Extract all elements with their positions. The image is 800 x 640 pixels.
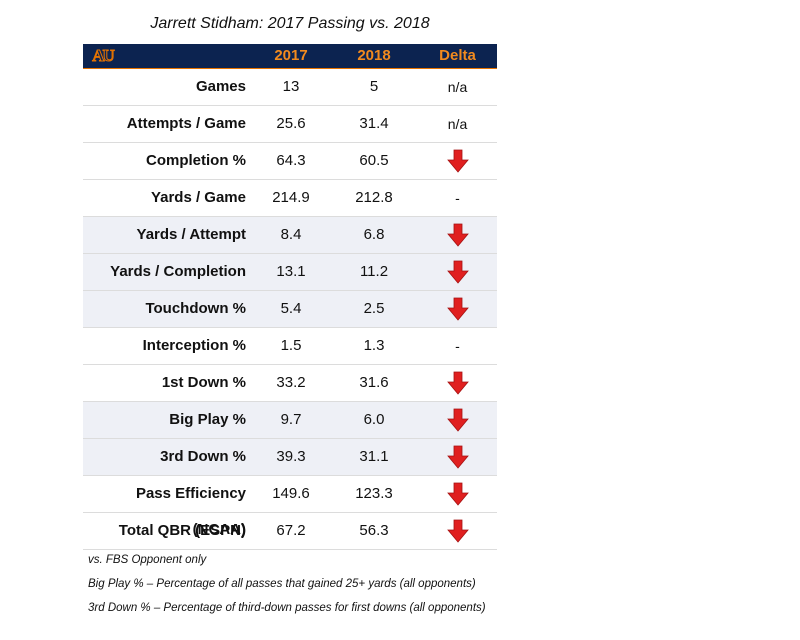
row-label: Yards / Game: [150, 189, 246, 206]
value-2018: 2.5: [363, 300, 385, 317]
value-2017: 9.7: [280, 411, 302, 428]
table-row: 1st Down % 33.2 31.6: [83, 365, 497, 402]
header-2018: 2018: [357, 47, 391, 64]
row-label: Touchdown %: [145, 300, 246, 317]
value-2017: 1.5: [280, 337, 302, 354]
stats-table: AU 2017 2018 Delta Games 13 5 n/a Attempts /…: [83, 44, 497, 550]
table-row: Yards / Completion 13.1 11.2: [83, 254, 497, 291]
table-row: Pass Efficiency (NCAA) 149.6 123.3: [83, 476, 497, 538]
value-2018: 31.4: [359, 115, 389, 132]
row-label: 3rd Down %: [160, 448, 246, 465]
down-arrow-icon: [446, 260, 469, 284]
table-row: Total QBR (ESPN) 67.2 56.3: [83, 513, 497, 550]
row-label: Yards / Attempt: [136, 226, 246, 243]
row-label: 1st Down %: [161, 374, 246, 391]
footnote: 3rd Down % – Percentage of third-down pa…: [88, 602, 486, 614]
value-2017: 5.4: [280, 300, 302, 317]
table-row: Yards / Attempt 8.4 6.8: [83, 217, 497, 254]
table-row: Big Play % 9.7 6.0: [83, 402, 497, 439]
value-2017: 13: [282, 78, 300, 95]
row-label: Attempts / Game: [126, 115, 246, 132]
table-row: Yards / Game 214.9 212.8 -: [83, 180, 497, 217]
down-arrow-icon: [446, 445, 469, 469]
row-label: Total QBR (ESPN): [118, 522, 246, 539]
value-2017: 13.1: [276, 263, 306, 280]
delta-cell: -: [455, 338, 460, 354]
delta-cell: [418, 513, 497, 549]
value-2017: 25.6: [276, 115, 306, 132]
down-arrow-icon: [446, 297, 469, 321]
value-2017: 8.4: [280, 226, 302, 243]
row-label: Games: [195, 78, 246, 95]
row-label: Yards / Completion: [110, 263, 246, 280]
down-arrow-icon: [446, 223, 469, 247]
table-row: Touchdown % 5.4 2.5: [83, 291, 497, 328]
table-header: AU 2017 2018 Delta: [83, 44, 497, 69]
row-label: Big Play %: [169, 411, 246, 428]
header-delta: Delta: [439, 47, 476, 64]
value-2018: 123.3: [355, 485, 393, 502]
down-arrow-icon: [446, 149, 469, 173]
value-2018: 1.3: [363, 337, 385, 354]
value-2017: 149.6: [272, 485, 310, 502]
down-arrow-icon: [446, 408, 469, 432]
row-label: Pass Efficiency (NCAA): [135, 485, 246, 538]
delta-cell: n/a: [447, 79, 468, 95]
table-body: Games 13 5 n/a Attempts / Game 25.6 31.4 n/a Com…: [83, 69, 497, 550]
delta-cell: [418, 439, 497, 475]
table-row: 3rd Down % 39.3 31.1: [83, 439, 497, 476]
row-label: Completion %: [146, 152, 246, 169]
down-arrow-icon: [446, 519, 469, 543]
value-2018: 6.8: [363, 226, 385, 243]
delta-cell: [418, 476, 497, 512]
delta-cell: [418, 254, 497, 290]
value-2018: 31.1: [359, 448, 389, 465]
delta-cell: [418, 365, 497, 401]
table-row: Interception % 1.5 1.3 -: [83, 328, 497, 365]
value-2017: 67.2: [276, 522, 306, 539]
footnote: Big Play % – Percentage of all passes th…: [88, 578, 476, 590]
table-row: Attempts / Game 25.6 31.4 n/a: [83, 106, 497, 143]
footnote: vs. FBS Opponent only: [88, 554, 207, 566]
footnotes: vs. FBS Opponent only Big Play % – Perce…: [88, 552, 486, 624]
table-row: Games 13 5 n/a: [83, 69, 497, 106]
delta-cell: [418, 143, 497, 179]
value-2017: 64.3: [276, 152, 306, 169]
delta-cell: [418, 402, 497, 438]
table-title: Jarrett Stidham: 2017 Passing vs. 2018: [150, 15, 430, 32]
value-2018: 60.5: [359, 152, 389, 169]
value-2018: 212.8: [355, 189, 393, 206]
down-arrow-icon: [446, 482, 469, 506]
delta-cell: [418, 217, 497, 253]
value-2018: 6.0: [363, 411, 385, 428]
value-2017: 33.2: [276, 374, 306, 391]
value-2017: 214.9: [272, 189, 310, 206]
value-2018: 5: [369, 78, 379, 95]
value-2018: 11.2: [359, 263, 389, 280]
auburn-logo: AU: [92, 46, 116, 66]
value-2018: 31.6: [359, 374, 389, 391]
value-2017: 39.3: [276, 448, 306, 465]
down-arrow-icon: [446, 371, 469, 395]
table-row: Completion % 64.3 60.5: [83, 143, 497, 180]
row-label: Interception %: [142, 337, 246, 354]
delta-cell: [418, 291, 497, 327]
header-2017: 2017: [274, 47, 308, 64]
value-2018: 56.3: [359, 522, 389, 539]
delta-cell: n/a: [447, 116, 468, 132]
delta-cell: -: [455, 190, 460, 206]
